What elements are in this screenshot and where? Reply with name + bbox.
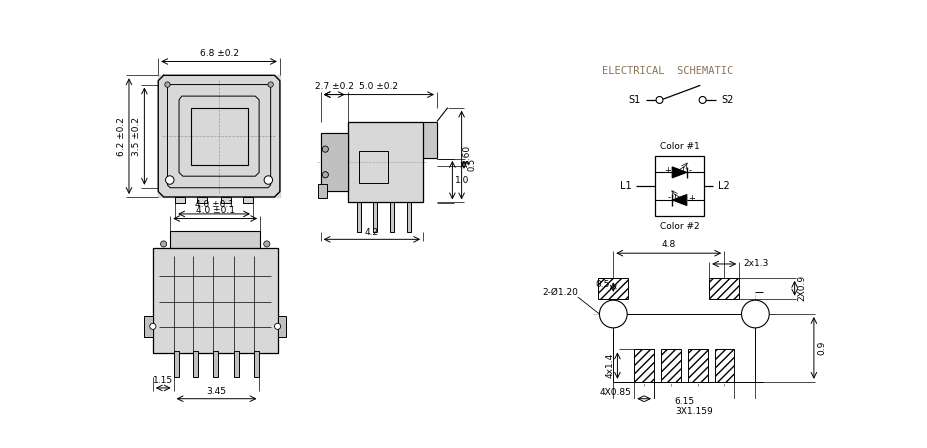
Text: 3.60: 3.60 bbox=[462, 145, 471, 165]
Bar bbox=[222, 197, 232, 203]
Text: 1.0: 1.0 bbox=[455, 176, 470, 185]
Circle shape bbox=[160, 241, 167, 247]
Text: 2-Ø1.20: 2-Ø1.20 bbox=[542, 288, 578, 297]
Circle shape bbox=[323, 172, 328, 178]
Text: 2.7 ±0.2: 2.7 ±0.2 bbox=[315, 82, 353, 91]
Polygon shape bbox=[159, 75, 280, 197]
Text: 6.2 ±0.2: 6.2 ±0.2 bbox=[117, 117, 126, 155]
Text: 3.45: 3.45 bbox=[207, 387, 226, 396]
Text: +: + bbox=[689, 194, 695, 202]
Text: 6.8 ±0.2: 6.8 ±0.2 bbox=[199, 49, 238, 58]
Text: 0.5: 0.5 bbox=[467, 158, 476, 172]
Bar bbox=[173, 351, 179, 377]
Text: S2: S2 bbox=[721, 95, 733, 105]
Bar bbox=[153, 248, 277, 353]
Text: L2: L2 bbox=[718, 181, 730, 191]
Bar bbox=[243, 197, 253, 203]
Bar bbox=[598, 278, 629, 299]
Circle shape bbox=[600, 300, 628, 328]
Text: 2x1.3: 2x1.3 bbox=[743, 259, 768, 268]
Bar bbox=[318, 184, 327, 198]
Circle shape bbox=[165, 82, 171, 87]
Circle shape bbox=[268, 82, 273, 87]
Circle shape bbox=[274, 323, 281, 329]
Bar bbox=[390, 202, 394, 232]
Circle shape bbox=[742, 300, 769, 328]
Bar bbox=[234, 351, 238, 377]
Circle shape bbox=[166, 176, 174, 184]
Bar bbox=[277, 315, 286, 337]
Bar bbox=[348, 121, 423, 202]
Bar bbox=[654, 156, 705, 216]
Polygon shape bbox=[348, 121, 423, 202]
Bar bbox=[171, 231, 260, 248]
Bar bbox=[321, 133, 348, 191]
Text: 4.8: 4.8 bbox=[662, 240, 676, 250]
Text: 1.15: 1.15 bbox=[153, 376, 173, 385]
Text: 5.0 ±0.2: 5.0 ±0.2 bbox=[360, 82, 399, 91]
Polygon shape bbox=[321, 133, 348, 191]
Text: 0.5: 0.5 bbox=[596, 280, 610, 289]
Bar bbox=[255, 351, 260, 377]
Text: 4x1.4: 4x1.4 bbox=[605, 353, 615, 378]
Text: -: - bbox=[667, 194, 670, 202]
Text: 4.0 ±0.1: 4.0 ±0.1 bbox=[196, 206, 235, 215]
Text: ELECTRICAL  SCHEMATIC: ELECTRICAL SCHEMATIC bbox=[602, 66, 733, 76]
Bar bbox=[407, 202, 412, 232]
Text: 4.2: 4.2 bbox=[365, 228, 379, 237]
Circle shape bbox=[323, 146, 328, 152]
Bar bbox=[359, 151, 388, 183]
Text: 0.9: 0.9 bbox=[817, 341, 826, 355]
Text: 4X0.85: 4X0.85 bbox=[600, 388, 631, 397]
Bar bbox=[175, 197, 185, 203]
Circle shape bbox=[150, 323, 156, 329]
Bar bbox=[145, 315, 153, 337]
Circle shape bbox=[656, 96, 663, 103]
Polygon shape bbox=[672, 194, 687, 206]
Circle shape bbox=[263, 241, 270, 247]
Bar bbox=[357, 202, 362, 232]
Bar bbox=[715, 349, 734, 382]
Text: Color #2: Color #2 bbox=[660, 222, 699, 231]
Bar bbox=[197, 197, 207, 203]
Polygon shape bbox=[153, 248, 277, 353]
Bar bbox=[193, 351, 197, 377]
Text: 4.0 ±0.1: 4.0 ±0.1 bbox=[195, 199, 234, 208]
Bar bbox=[373, 202, 377, 232]
Bar bbox=[709, 278, 739, 299]
Text: 3X1.159: 3X1.159 bbox=[675, 407, 713, 417]
Circle shape bbox=[264, 176, 273, 184]
Bar bbox=[688, 349, 707, 382]
Text: -: - bbox=[689, 166, 692, 175]
Polygon shape bbox=[423, 121, 437, 158]
Bar bbox=[634, 349, 654, 382]
Text: 6.15: 6.15 bbox=[674, 396, 694, 405]
Text: S1: S1 bbox=[629, 95, 641, 105]
Bar bbox=[661, 349, 680, 382]
Text: Color #1: Color #1 bbox=[660, 142, 699, 151]
Circle shape bbox=[699, 96, 706, 103]
Text: 2X0.9: 2X0.9 bbox=[798, 275, 806, 302]
Bar bbox=[191, 108, 248, 165]
Text: 3.5 ±0.2: 3.5 ±0.2 bbox=[133, 116, 141, 155]
Text: L1: L1 bbox=[620, 181, 632, 191]
Text: +: + bbox=[664, 166, 670, 175]
Polygon shape bbox=[672, 167, 687, 178]
Bar bbox=[213, 351, 218, 377]
